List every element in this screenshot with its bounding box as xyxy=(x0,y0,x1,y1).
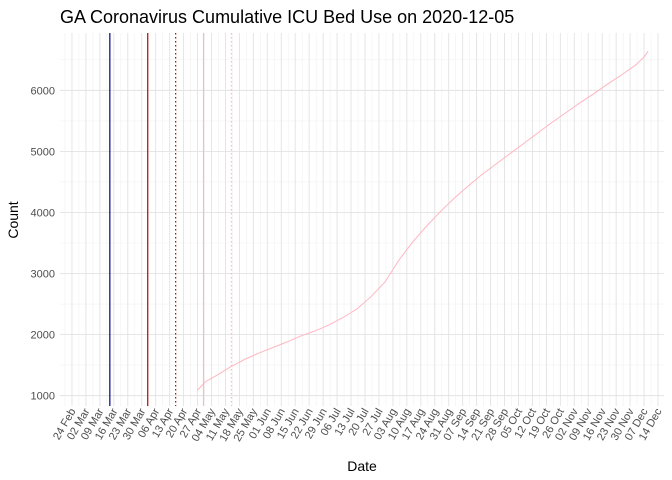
series-line xyxy=(197,51,649,391)
y-tick-label: 3000 xyxy=(31,269,55,281)
y-axis-title: Count xyxy=(5,201,21,238)
y-tick-label: 1000 xyxy=(31,391,55,403)
y-tick-label: 4000 xyxy=(31,207,55,219)
series-layer xyxy=(197,51,649,391)
grid xyxy=(60,33,664,406)
x-axis-title: Date xyxy=(347,458,377,474)
y-tick-label: 5000 xyxy=(31,146,55,158)
y-axis-ticks: 1000 2000 3000 4000 5000 6000 xyxy=(31,85,55,402)
y-tick-label: 2000 xyxy=(31,330,55,342)
reference-lines xyxy=(109,33,233,406)
chart-title: GA Coronavirus Cumulative ICU Bed Use on… xyxy=(60,7,514,27)
y-tick-label: 6000 xyxy=(31,85,55,97)
